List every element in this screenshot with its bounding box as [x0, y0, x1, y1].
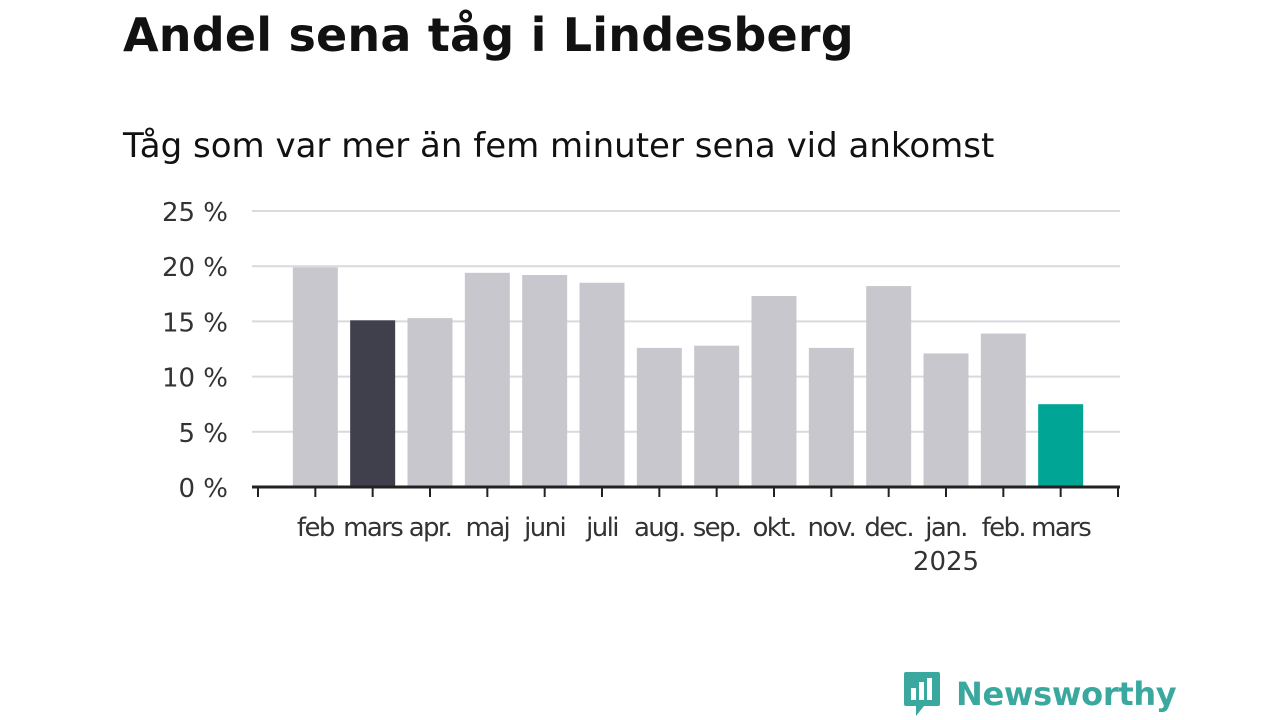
- x-axis: [252, 485, 1120, 497]
- y-axis-tick-labels: 0 % 5 % 10 % 15 % 20 % 25 %: [162, 198, 228, 504]
- bar: [694, 345, 740, 487]
- bar: [292, 267, 338, 487]
- bar: [923, 353, 969, 487]
- x-tick-label: juli: [585, 513, 618, 543]
- bar: [980, 333, 1026, 487]
- bar: [407, 318, 453, 487]
- bar: [636, 347, 682, 487]
- x-tick-label: maj: [465, 513, 509, 543]
- newsworthy-logo: Newsworthy: [902, 670, 1177, 718]
- x-tick-label: feb.: [982, 513, 1026, 543]
- newsworthy-logo-text: Newsworthy: [956, 675, 1177, 713]
- chart-title: Andel sena tåg i Lindesberg: [123, 8, 854, 62]
- y-tick-label: 5 %: [178, 419, 228, 449]
- x-tick-label: juni: [523, 513, 565, 543]
- x-tick-label: dec.: [864, 513, 913, 543]
- bar: [808, 347, 854, 487]
- x-tick-label: feb: [297, 513, 335, 543]
- x-tick-label: aug.: [634, 513, 685, 543]
- bar: [1038, 404, 1084, 487]
- x-tick-label: mars: [1031, 513, 1091, 543]
- bar: [350, 320, 396, 487]
- newsworthy-logo-icon: [904, 672, 940, 716]
- x-year-label: 2025: [913, 547, 979, 577]
- y-tick-label: 20 %: [162, 253, 228, 283]
- x-tick-label: apr.: [409, 513, 452, 543]
- chart-bars: [292, 267, 1084, 487]
- y-tick-label: 10 %: [162, 364, 228, 394]
- x-tick-label: mars: [343, 513, 403, 543]
- x-tick-label: jan.: [924, 513, 967, 543]
- bar: [866, 286, 912, 487]
- x-tick-label: nov.: [808, 513, 856, 543]
- bar: [464, 272, 510, 487]
- chart-gridlines: [252, 210, 1120, 433]
- bar-chart: 0 %5 %10 %15 %20 %25 % feb mars apr. maj jun…: [162, 198, 1120, 577]
- x-tick-label: okt.: [752, 513, 795, 543]
- bar: [522, 275, 568, 487]
- y-tick-label: 15 %: [162, 308, 228, 338]
- x-tick-label: sep.: [693, 513, 741, 543]
- y-tick-label: 0 %: [178, 474, 228, 504]
- chart-subtitle: Tåg som var mer än fem minuter sena vid …: [123, 126, 995, 166]
- y-tick-label: 25 %: [162, 198, 228, 228]
- bar: [579, 282, 625, 487]
- bar: [751, 296, 797, 487]
- x-axis-tick-labels: feb mars apr. maj juni juli aug. sep. okt. nov. de…: [297, 513, 1093, 577]
